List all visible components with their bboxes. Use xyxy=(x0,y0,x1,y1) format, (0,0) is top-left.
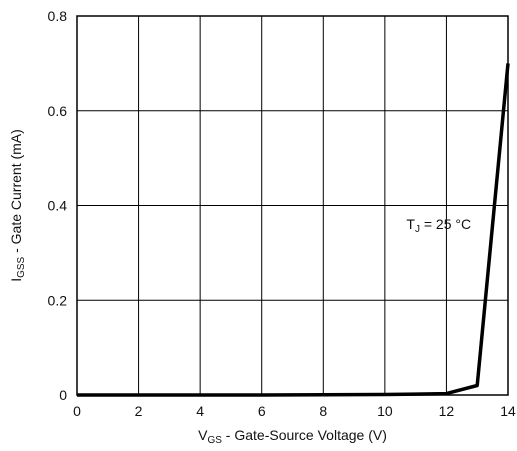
y-axis-label: IGSS - Gate Current (mA) xyxy=(8,129,27,282)
x-tick-label: 14 xyxy=(500,403,516,419)
x-tick-labels: 0 2 4 6 8 10 12 14 xyxy=(73,403,516,419)
temperature-annotation: TJ = 25 °C xyxy=(406,216,471,235)
y-tick-label: 0.6 xyxy=(48,103,68,119)
y-axis-label-main: I xyxy=(8,278,24,282)
x-tick-label: 0 xyxy=(73,403,81,419)
x-tick-label: 12 xyxy=(439,403,455,419)
grid-lines xyxy=(76,15,509,396)
annotation-main: T xyxy=(406,216,415,232)
y-axis-label-rest: - Gate Current (mA) xyxy=(8,129,24,257)
x-axis-label-rest: - Gate-Source Voltage (V) xyxy=(222,427,387,443)
series-line xyxy=(77,63,510,397)
y-tick-label: 0.4 xyxy=(48,198,68,214)
x-tick-label: 6 xyxy=(258,403,266,419)
x-tick-label: 8 xyxy=(319,403,327,419)
x-tick-label: 2 xyxy=(135,403,143,419)
annotation-sub: J xyxy=(415,224,420,235)
series-layer xyxy=(77,63,510,397)
y-tick-label: 0.8 xyxy=(48,8,68,24)
y-tick-label: 0.2 xyxy=(48,292,68,308)
y-axis-label-sub: GSS xyxy=(16,256,27,277)
x-tick-label: 10 xyxy=(377,403,393,419)
x-axis-label: VGS - Gate-Source Voltage (V) xyxy=(198,427,387,446)
x-tick-label: 4 xyxy=(196,403,204,419)
y-tick-label: 0 xyxy=(59,387,67,403)
x-axis-label-main: V xyxy=(198,427,208,443)
x-axis-label-sub: GS xyxy=(207,435,222,446)
y-tick-labels: 0 0.2 0.4 0.6 0.8 xyxy=(48,8,68,403)
annotation-rest: = 25 °C xyxy=(420,216,471,232)
